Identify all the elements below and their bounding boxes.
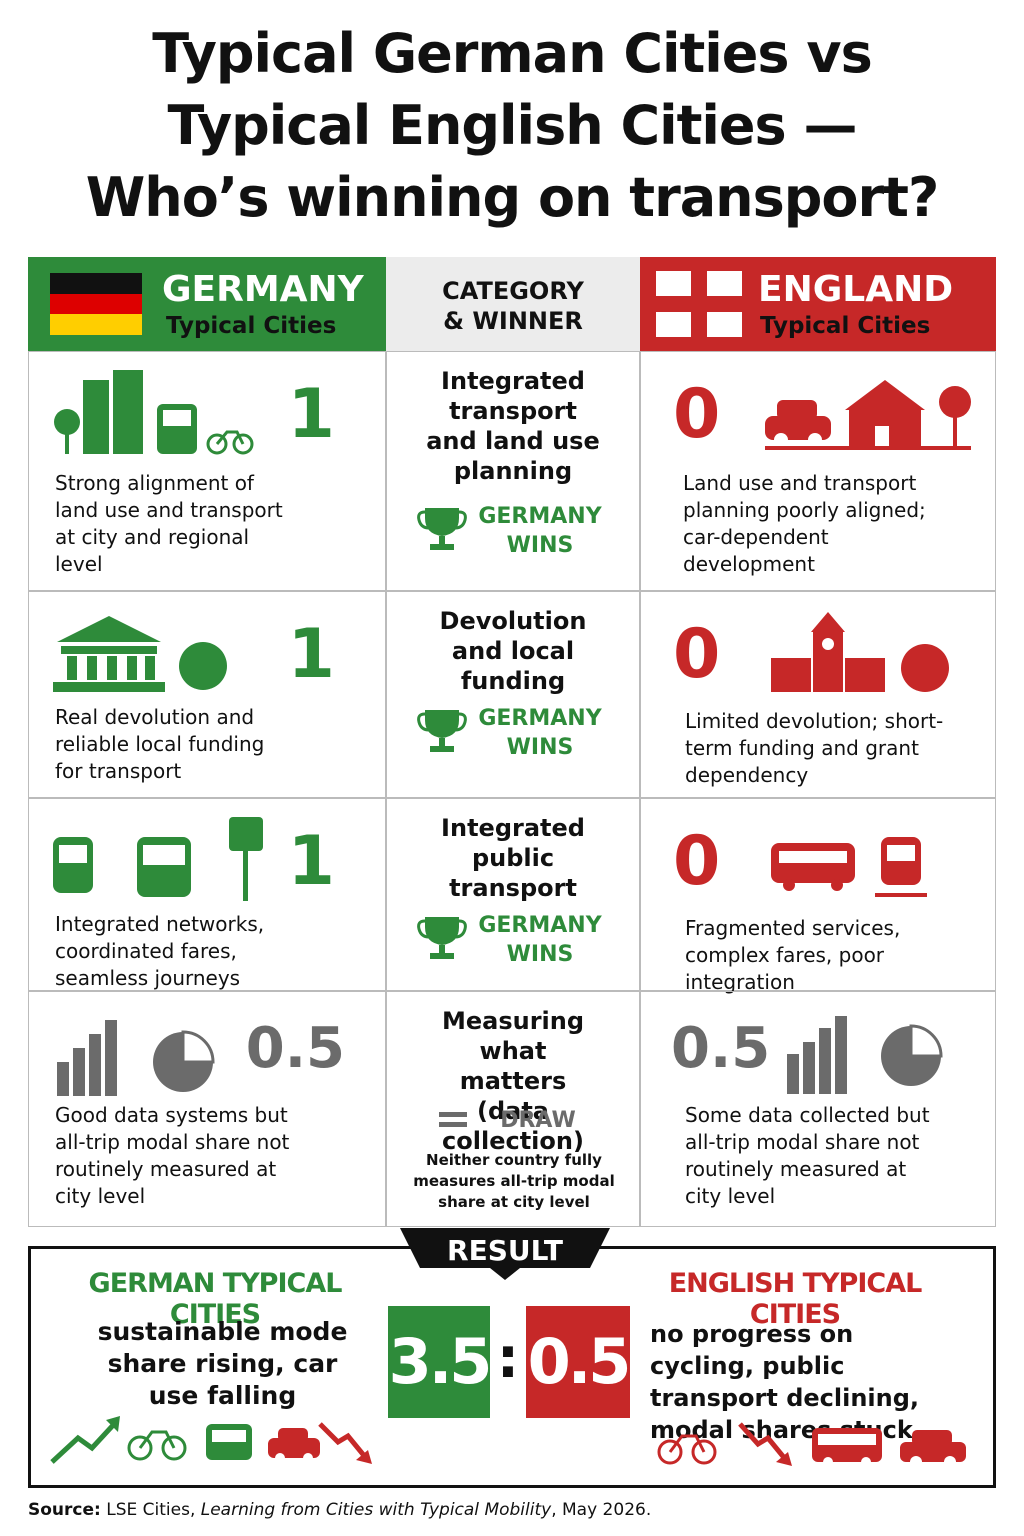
category-cell: Measuring what matters (data collection)…	[386, 991, 640, 1227]
germany-text: Integrated networks, coordinated fares, …	[55, 912, 265, 990]
germany-cell: 1 Strong alignment of land use and transp…	[28, 351, 386, 591]
draw-icon-svg	[439, 1112, 467, 1127]
england-icons	[787, 1010, 997, 1104]
trophy-icon	[417, 706, 467, 760]
england-header: ENGLAND Typical Cities	[640, 257, 996, 351]
title-line: Who’s winning on transport?	[85, 166, 940, 229]
england-trend-icons	[657, 1422, 966, 1468]
england-icons-svg	[787, 1016, 943, 1094]
england-icons-svg	[771, 837, 927, 897]
germany-cell: 0.5 Good data systems but all-trip modal …	[28, 991, 386, 1227]
germany-result-text: sustainable mode share rising, car use f…	[97, 1317, 348, 1410]
england-text: Fragmented services, complex fares, poor…	[685, 916, 901, 994]
germany-icons-svg	[53, 616, 227, 692]
winner: GERMANY WINS	[478, 913, 602, 967]
winner: GERMANY WINS	[478, 706, 602, 760]
source-work: Learning from Cities with Typical Mobili…	[200, 1500, 552, 1520]
category-name: Integrated transport and land use planni…	[426, 367, 600, 485]
draw-note: Neither country fully measures all-trip …	[413, 1151, 615, 1211]
category-cell: Integrated transport and land use planni…	[386, 351, 640, 591]
category-cell: Devolution and local funding GERMANY WINS	[386, 591, 640, 798]
category-name: Devolution and local funding	[439, 607, 587, 695]
germany-text: Real devolution and reliable local fundi…	[55, 705, 265, 783]
source-label: Source:	[28, 1500, 101, 1520]
category-header-line: CATEGORY	[442, 277, 584, 305]
title-line: Typical English Cities —	[167, 94, 858, 157]
england-subtitle: Typical Cities	[760, 313, 931, 339]
england-cell: 0 Fragmented services, complex fares, poo…	[640, 798, 996, 994]
england-total: 0.5	[526, 1306, 631, 1418]
score-separator: :	[496, 1326, 520, 1391]
trophy-icon	[417, 504, 467, 558]
germany-score: 1	[287, 615, 335, 694]
england-icons-svg	[771, 612, 949, 692]
germany-score: 0.5	[245, 1016, 345, 1081]
result-label: RESULT	[447, 1234, 563, 1267]
trophy-icon-svg	[417, 917, 467, 959]
title-line: Typical German Cities vs	[152, 22, 872, 85]
england-text: Land use and transport planning poorly a…	[683, 471, 926, 576]
germany-cell: 1 Integrated networks, coordinated fares,…	[28, 798, 386, 991]
category-cell: Integrated public transport GERMANY WINS	[386, 798, 640, 991]
category-name: Integrated public transport	[441, 814, 585, 902]
england-name: ENGLAND	[758, 269, 954, 310]
trophy-icon	[417, 913, 467, 967]
germany-icons	[53, 370, 263, 464]
england-icons	[771, 837, 981, 931]
germany-icons	[53, 1012, 263, 1106]
germany-icons-svg	[57, 1020, 215, 1096]
germany-flag	[50, 273, 142, 335]
germany-result-heading: GERMAN TYPICAL CITIES	[88, 1268, 343, 1330]
source-date: , May 2026.	[551, 1500, 652, 1520]
germany-text: Good data systems but all-trip modal sha…	[55, 1103, 290, 1208]
germany-cell: 1 Real devolution and reliable local fund…	[28, 591, 386, 798]
england-text: Some data collected but all-trip modal s…	[685, 1103, 930, 1208]
germany-icons-svg	[53, 817, 263, 901]
england-cell: 0 Limited devolution; short-term funding …	[640, 591, 996, 798]
england-score: 0.5	[671, 1016, 771, 1081]
england-result-text: no progress on cycling, public transport…	[650, 1320, 920, 1444]
england-cell: 0.5 Some data collected but all-trip moda…	[640, 991, 996, 1227]
england-cell: 0 Land use and transport planning poorly …	[640, 351, 996, 591]
germany-icons-svg	[54, 370, 254, 455]
trophy-icon-svg	[417, 710, 467, 752]
trophy-icon-svg	[417, 508, 467, 550]
germany-header: GERMANY Typical Cities	[28, 257, 386, 351]
england-text: Limited devolution; short-term funding a…	[685, 709, 944, 787]
england-flag	[656, 271, 742, 337]
draw-icon	[439, 1110, 469, 1134]
germany-name: GERMANY	[162, 269, 364, 310]
germany-score: 1	[287, 822, 335, 901]
england-score: 0	[673, 615, 721, 694]
category-name: Measuring what matters (data collection)	[441, 1007, 585, 1155]
england-result-heading: ENGLISH TYPICAL CITIES	[668, 1268, 923, 1330]
winner: DRAW	[500, 1108, 576, 1133]
germany-total: 3.5	[388, 1306, 492, 1418]
england-icons	[771, 610, 981, 704]
england-score: 0	[673, 822, 721, 901]
result-banner	[400, 1228, 610, 1280]
source-text: LSE Cities,	[106, 1500, 196, 1520]
germany-trend-icons	[50, 1416, 372, 1464]
germany-icons	[53, 817, 263, 911]
category-header: CATEGORY & WINNER	[386, 257, 640, 351]
germany-score: 1	[287, 375, 335, 454]
germany-subtitle: Typical Cities	[166, 313, 337, 339]
germany-icons	[53, 610, 263, 704]
source: Source: LSE Cities, Learning from Cities…	[28, 1500, 651, 1520]
winner: GERMANY WINS	[478, 504, 602, 558]
category-header-line: & WINNER	[443, 307, 583, 335]
england-icons-svg	[765, 380, 971, 450]
england-score: 0	[673, 375, 721, 454]
england-icons	[765, 370, 975, 464]
germany-text: Strong alignment of land use and transpo…	[55, 471, 283, 576]
